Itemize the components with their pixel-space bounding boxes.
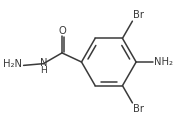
Text: H: H <box>40 66 47 75</box>
Text: NH₂: NH₂ <box>153 57 173 67</box>
Text: N: N <box>40 58 47 68</box>
Text: H₂N: H₂N <box>3 59 22 69</box>
Text: Br: Br <box>133 10 144 20</box>
Text: O: O <box>58 26 66 35</box>
Text: Br: Br <box>133 104 144 114</box>
